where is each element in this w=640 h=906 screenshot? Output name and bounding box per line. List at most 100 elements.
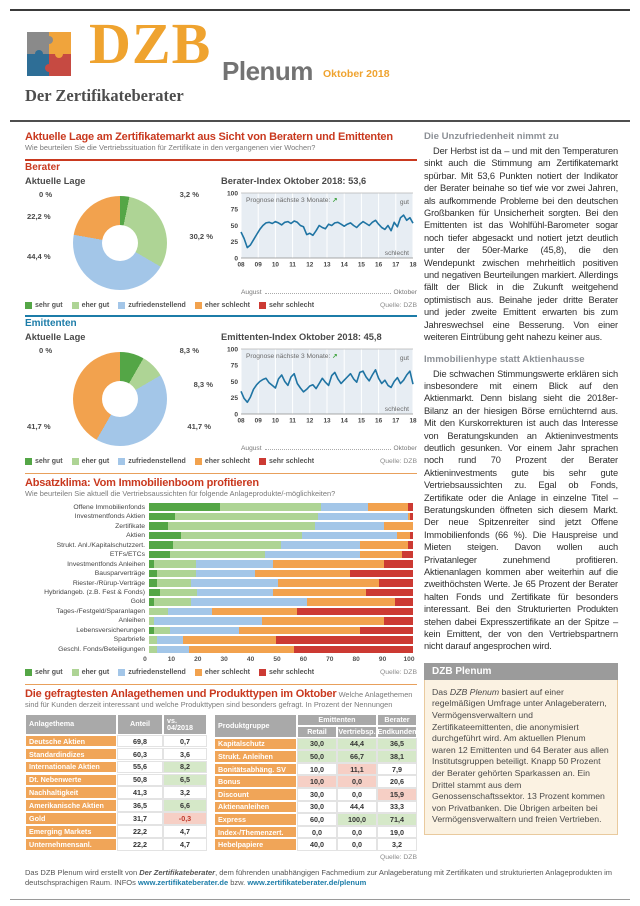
page-title: Plenum	[222, 56, 313, 86]
bar-row: Gold	[25, 598, 417, 606]
row-label: Standardindizes	[25, 747, 117, 761]
legend-label: sehr gut	[35, 458, 63, 465]
bar-row-label: Zertifikate	[115, 522, 145, 530]
legend-swatch	[25, 458, 32, 465]
x-tick: 11	[289, 262, 296, 269]
bar-segment	[154, 598, 192, 606]
column-header: Produktgruppe	[214, 713, 297, 738]
legend-swatch	[194, 302, 202, 309]
bar-segment	[196, 569, 255, 578]
bar-row: ETFs/ETCs	[25, 550, 417, 559]
x-tick: 08	[237, 262, 245, 269]
donut-label: 8,3 %	[193, 380, 213, 389]
row-label: Bonitätsabhäng. SV	[214, 762, 297, 776]
bar-segment	[149, 560, 155, 568]
donut-label: 41,7 %	[187, 422, 211, 431]
bar-segment	[149, 531, 181, 540]
row-label: Index-/Themenzert.	[214, 825, 297, 839]
axis-tick: 70	[326, 655, 334, 663]
bar-track	[149, 636, 413, 644]
bar-track	[149, 588, 413, 597]
emittenten-index-xcaption: August Oktober	[241, 445, 417, 452]
xlabel-right: Oktober	[393, 289, 417, 296]
bar-segment	[156, 579, 192, 587]
bar-segment	[349, 569, 413, 578]
dzb-logo	[27, 32, 71, 76]
bar-segment	[307, 598, 395, 606]
source-note: Quelle: DZB	[379, 458, 417, 465]
cell: 3,2	[377, 838, 417, 851]
legend-items: sehr gut eher gut zufriedenstellend eher sc…	[25, 668, 380, 676]
infobox-text-prefix: Das	[432, 686, 450, 697]
bar-segment	[149, 503, 221, 511]
row-label: Deutsche Aktien	[25, 734, 117, 748]
infobox-text-brand: DZB Plenum	[449, 686, 500, 697]
cell: 0,7	[163, 734, 207, 748]
cell: 30,0	[297, 737, 337, 751]
donut-label: 0 %	[39, 190, 53, 199]
emittenten-index-title: Emittenten-Index Oktober 2018: 45,8	[221, 332, 382, 342]
bar-segment	[149, 588, 160, 597]
logo-title: DZB	[89, 11, 212, 76]
bar-segment	[149, 636, 157, 644]
products-rule	[25, 683, 417, 685]
y-tick: 0	[234, 411, 238, 418]
legend-item: sehr gut	[25, 302, 63, 309]
bar-row-label: Investmentfonds Anleihen	[67, 560, 145, 568]
bar-track	[149, 617, 413, 625]
x-tick: 08	[237, 418, 245, 425]
bar-row-label: Riester-/Rürup-Verträge	[72, 579, 145, 587]
bar-segment	[154, 626, 171, 635]
footer-link-2[interactable]: www.zertifikateberater.de/plenum	[247, 877, 367, 887]
bar-row: Bausparverträge	[25, 569, 417, 578]
x-tick: 18	[409, 262, 417, 269]
legend-label: sehr schlecht	[268, 302, 315, 309]
bar-track	[149, 541, 413, 549]
cell: 20,6	[377, 775, 417, 788]
emittenten-legend: sehr gut eher gut zufriedenstellend eher sc…	[25, 458, 417, 465]
xlabel-left: August	[241, 289, 262, 296]
cell: 11,1	[337, 762, 377, 776]
berater-legend: sehr gut eher gut zufriedenstellend eher sc…	[25, 302, 417, 309]
article-paragraph-2: Die schwachen Stimmungswerte erklären si…	[424, 368, 618, 652]
bar-segment	[410, 512, 413, 521]
x-tick: 12	[306, 262, 314, 269]
legend-swatch	[258, 668, 266, 676]
bar-segment	[365, 588, 413, 597]
bar-segment	[188, 645, 295, 654]
xlabel-left: August	[241, 445, 262, 452]
berater-heading: Berater	[25, 162, 61, 173]
xlabel-right: Oktober	[393, 445, 417, 452]
footer-link-1[interactable]: www.zertifikateberater.de	[137, 877, 229, 887]
legend-item: eher gut	[71, 302, 109, 309]
bar-row-label: Tages-/Festgeld/Sparanlagen	[56, 607, 145, 615]
legend-swatch	[194, 458, 202, 465]
row-label: Internationale Aktien	[25, 760, 117, 774]
donut-label: 30,2 %	[189, 232, 213, 241]
x-tick: 12	[306, 418, 314, 425]
logo-subtitle: Der Zertifikateberater	[25, 86, 184, 105]
legend-label: eher schlecht	[204, 458, 250, 465]
bar-row: Offene Immobilienfonds	[25, 503, 417, 511]
legend-item: zufriedenstellend	[118, 302, 186, 309]
y-tick: 50	[231, 223, 239, 230]
x-tick: 15	[358, 262, 366, 269]
donut-label: 0 %	[39, 346, 53, 355]
cell: 33,3	[377, 800, 417, 814]
bar-track	[149, 598, 413, 606]
survey-subtitle: Wie beurteilen Sie die Vertriebssituatio…	[25, 143, 316, 152]
column-header: Anteil	[117, 713, 163, 735]
bar-segment	[175, 512, 318, 521]
bar-segment	[180, 531, 303, 540]
donut-label: 41,7 %	[27, 422, 51, 431]
bar-segment	[360, 541, 408, 549]
cell: 0,0	[297, 825, 337, 839]
cell: 60,0	[297, 813, 337, 826]
cell: 22,2	[117, 825, 163, 838]
bar-segment	[154, 617, 263, 625]
x-tick: 15	[358, 418, 366, 425]
cell: 40,0	[297, 838, 337, 851]
cell: 10,0	[297, 775, 337, 788]
row-label: Gold	[25, 812, 117, 825]
row-label: Dt. Nebenwerte	[25, 773, 117, 787]
